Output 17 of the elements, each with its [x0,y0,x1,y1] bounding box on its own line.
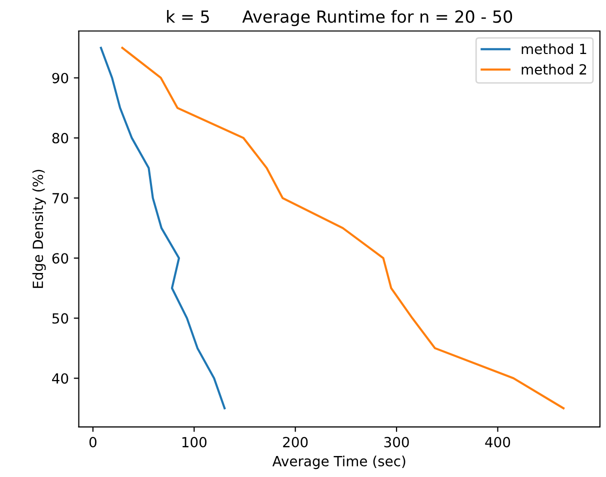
x-tick-label: 0 [89,436,96,448]
x-axis-title: Average Time (sec) [272,456,406,470]
y-tick-label: 70 [52,192,68,204]
y-tick-label: 60 [52,253,68,264]
y-tick-label: 50 [52,313,68,324]
y-tick-label: 40 [52,373,68,384]
x-tick-label: 200 [283,436,308,448]
x-tick-label: 400 [485,436,510,448]
x-tick-label: 100 [182,436,206,448]
line-series [100,46,226,410]
legend-label: method 2 [522,64,586,75]
y-axis-title: Edge Density (%) [32,170,46,288]
chart-title: k = 5 Average Runtime for n = 20 - 50 [167,10,512,26]
y-tick-label: 80 [52,132,68,144]
legend-label: method 1 [522,44,586,54]
x-tick-label: 300 [384,436,409,448]
y-tick-label: 90 [52,72,68,84]
